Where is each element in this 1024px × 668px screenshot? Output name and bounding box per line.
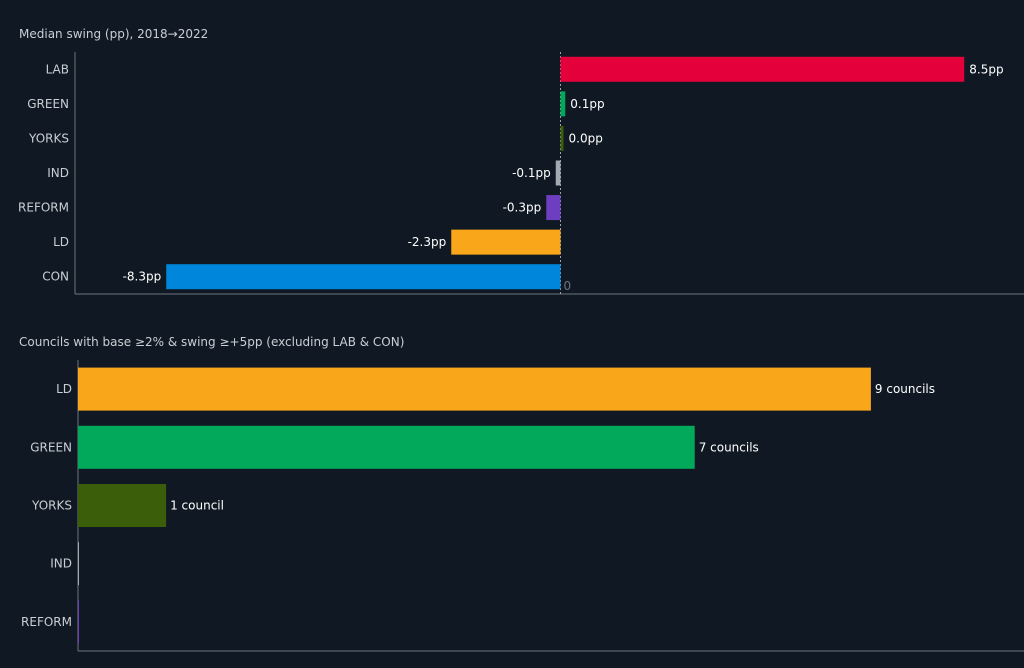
data-label: 0.1pp bbox=[570, 97, 604, 111]
data-label: 9 councils bbox=[875, 382, 935, 396]
category-label: CON bbox=[42, 270, 69, 284]
bar-ind bbox=[555, 160, 561, 186]
bar-yorks bbox=[560, 125, 564, 151]
category-label: YORKS bbox=[31, 499, 72, 513]
category-label: LAB bbox=[46, 62, 69, 76]
data-label: 1 council bbox=[170, 499, 224, 513]
category-label: IND bbox=[50, 557, 72, 571]
data-label: -0.3pp bbox=[503, 201, 542, 215]
category-label: REFORM bbox=[18, 201, 69, 215]
data-label: 8.5pp bbox=[969, 62, 1003, 76]
bar-green bbox=[78, 425, 695, 469]
bar-con bbox=[166, 264, 561, 290]
data-label: 0.0pp bbox=[569, 131, 603, 145]
swing-chart: Median swing (pp), 2018→2022 0 LAB 8.5pp GRE… bbox=[18, 27, 1024, 295]
zero-tick-label: 0 bbox=[564, 279, 572, 293]
bar-reform bbox=[78, 600, 79, 644]
category-label: IND bbox=[47, 166, 69, 180]
chart-title: Councils with base ≥2% & swing ≥+5pp (ex… bbox=[19, 335, 404, 349]
councils-chart: Councils with base ≥2% & swing ≥+5pp (ex… bbox=[19, 335, 1024, 652]
data-label: -8.3pp bbox=[123, 270, 162, 284]
category-label: REFORM bbox=[21, 615, 72, 629]
bar-lab bbox=[560, 56, 965, 82]
bar-ld bbox=[78, 367, 871, 411]
bar-yorks bbox=[78, 484, 167, 527]
category-label: LD bbox=[56, 382, 72, 396]
bar-green bbox=[560, 91, 566, 117]
category-label: GREEN bbox=[30, 440, 72, 454]
bar-reform bbox=[546, 195, 561, 221]
category-label: GREEN bbox=[27, 97, 69, 111]
bar-ind bbox=[78, 542, 79, 586]
category-label: YORKS bbox=[28, 131, 69, 145]
data-label: -2.3pp bbox=[408, 235, 447, 249]
bar-ld bbox=[451, 229, 561, 255]
chart-title: Median swing (pp), 2018→2022 bbox=[19, 27, 208, 41]
data-label: -0.1pp bbox=[512, 166, 551, 180]
category-label: LD bbox=[53, 235, 69, 249]
data-label: 7 councils bbox=[699, 440, 759, 454]
